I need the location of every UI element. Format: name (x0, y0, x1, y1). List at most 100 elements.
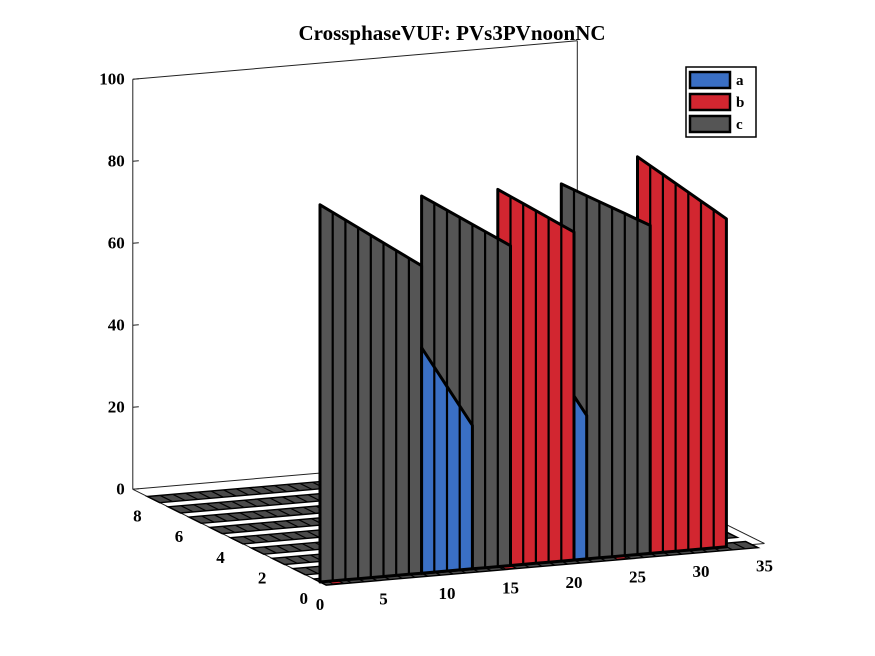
legend-swatch-c (688, 114, 732, 134)
z-tick-mark (132, 242, 139, 244)
floor-row-8-cell (299, 482, 313, 491)
floor-row-8-cell (286, 483, 300, 492)
z-tick-label: 20 (108, 397, 125, 416)
floor-row-6-cell (214, 514, 228, 522)
x-tick-label: 10 (439, 584, 456, 603)
floor-row-6-cell (239, 512, 253, 520)
y-tick-label: 2 (258, 568, 267, 587)
floor-row-8-cell (274, 484, 288, 493)
ribbon-b-6 (636, 155, 728, 556)
legend-swatch-a (688, 70, 732, 90)
floor-row-6-cell (188, 516, 202, 524)
floor-row-6-cell (264, 509, 278, 518)
z-tick-mark (132, 488, 139, 490)
y-tick-label: 4 (216, 548, 225, 567)
floor-row-6-cell (277, 508, 291, 517)
floor-row-3-cell (301, 543, 315, 551)
floor-row-5-cell (222, 525, 236, 534)
z-tick-mark (132, 160, 139, 162)
floor-row-4-cell (268, 533, 282, 542)
z-tick-mark (132, 78, 139, 80)
floor-row-2-cell (271, 557, 285, 566)
ribbon-a-5 (572, 394, 589, 562)
floor-row-8-cell (172, 493, 186, 502)
legend: abc (685, 66, 757, 138)
floor-row-5-cell (298, 519, 312, 527)
y-tick-label: 0 (300, 589, 309, 608)
floor-row-8-cell (223, 489, 237, 497)
x-tick-label: 5 (379, 590, 388, 609)
floor-row-6-cell (290, 507, 304, 516)
z-tick-label: 40 (108, 315, 125, 334)
z-tick-mark (132, 406, 139, 408)
floor-row-8-cell (235, 488, 250, 496)
floor-row-7-cell (231, 500, 245, 509)
floor-row-7-cell (205, 502, 220, 511)
floor-row-3-cell (276, 545, 290, 553)
x-tick-label: 15 (502, 579, 519, 598)
floor-row-8-cell (248, 487, 262, 495)
x-tick-label: 35 (756, 557, 773, 576)
ribbon-face (572, 394, 589, 562)
floor-row-8-cell (185, 492, 199, 500)
floor-row-5-cell (260, 522, 274, 530)
floor-row-6-cell (252, 511, 266, 519)
floor-row-7-cell (269, 497, 283, 505)
floor-row-4-cell (255, 534, 269, 543)
floor-row-4-cell (281, 532, 295, 541)
floor-row-2-cell (284, 556, 298, 564)
floor-row-6-cell (201, 515, 215, 523)
floor-row-0-cell (745, 540, 759, 549)
x-tick-label: 30 (693, 562, 710, 581)
floor-row-7-cell (167, 506, 181, 514)
x-tick-label: 0 (316, 595, 325, 614)
floor-row-7-cell (244, 499, 258, 507)
floor-row-2-cell (297, 555, 311, 563)
floor-row-8-cell (261, 486, 275, 494)
floor-row-7-cell (218, 501, 232, 510)
floor-row-1-cell (305, 566, 319, 575)
floor-row-5-cell (234, 524, 248, 532)
floor-row-5-cell (247, 523, 261, 531)
z-tick-label: 100 (99, 69, 125, 88)
floor-row-8-cell (197, 491, 211, 499)
floor-row-3-cell (251, 547, 265, 555)
ribbons (318, 155, 728, 584)
z-tick-label: 80 (108, 151, 125, 170)
floor-row-4-cell (230, 537, 244, 545)
floor-row-8-cell (210, 490, 224, 498)
floor-row-0-cell (732, 542, 746, 550)
ribbon-face (636, 155, 728, 556)
floor-row-5-cell (285, 520, 299, 528)
floor-row-4-cell (242, 536, 257, 544)
chart-title: CrossphaseVUF: PVs3PVnoonNC (298, 21, 605, 45)
x-tick-label: 20 (566, 573, 583, 592)
legend-label-a: a (736, 73, 744, 89)
floor-row-1-cell (292, 568, 306, 576)
x-tick-label: 25 (629, 568, 646, 587)
floor-row-5-cell (209, 526, 223, 535)
floor-row-7-cell (294, 495, 308, 503)
floor-row-7-cell (193, 504, 207, 512)
box-edge-2 (132, 40, 578, 80)
z-tick-mark (132, 324, 139, 326)
ribbon-c-0 (318, 203, 424, 584)
z-tick-label: 60 (108, 233, 125, 252)
legend-label-b: b (736, 95, 744, 111)
floor-row-8-cell (147, 495, 161, 504)
floor-row-5-cell (272, 521, 287, 529)
floor-row-3-cell (263, 546, 277, 554)
z-tick-label: 0 (116, 479, 125, 498)
floor-row-4-cell (306, 530, 320, 538)
ribbon-a-2 (420, 346, 474, 575)
y-tick-label: 6 (175, 527, 184, 546)
floor-row-3-cell (289, 544, 303, 552)
floor-row-7-cell (180, 505, 194, 513)
legend-label-c: c (736, 117, 743, 133)
legend-swatch-b (688, 92, 732, 112)
floor-row-7-cell (282, 496, 296, 504)
tick-labels: 0 20 40 60 80 100 0 5 10 15 20 25 30 35 0 2 4 6 8 (99, 69, 773, 614)
floor-row-7-cell (307, 494, 321, 502)
y-tick-label: 8 (133, 507, 142, 526)
